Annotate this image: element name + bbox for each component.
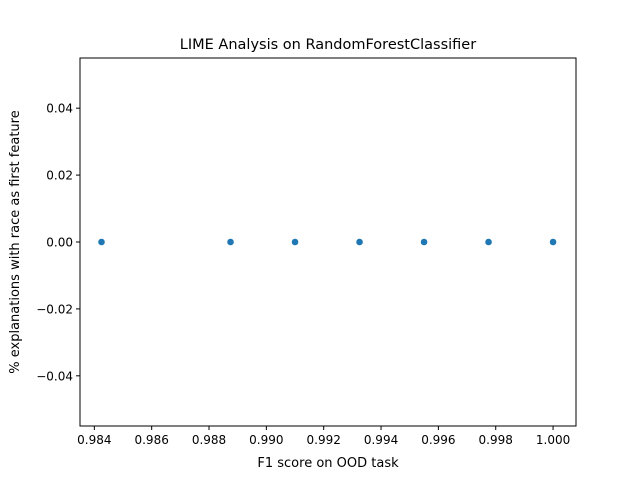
plot-area: 0.984 0.986 0.988 0.990 0.992 0.994 0.996 0.998… [36,102,570,447]
data-point [420,238,428,246]
x-tick-label: 0.988 [192,433,226,447]
x-axis-label: F1 score on OOD task [257,456,399,471]
data-point [291,238,299,246]
data-point [97,238,106,246]
y-axis-label: % explanations with race as first featur… [8,110,23,373]
y-tick-label: 0.02 [46,169,73,183]
x-tick-label: 0.986 [134,433,168,447]
axes-frame [79,57,577,427]
x-tick-label: 0.990 [249,433,283,447]
x-tick-label: 0.996 [421,433,455,447]
y-tick-label: 0.00 [46,236,73,250]
x-tick-label: 0.984 [77,433,111,447]
y-tick-label: −0.04 [36,369,73,383]
x-tick-label: 0.994 [364,433,398,447]
x-tick-label: 0.992 [307,433,341,447]
y-tick-label: 0.04 [46,102,73,116]
data-point [484,238,493,246]
data-point [226,238,235,246]
data-point [355,238,364,246]
y-tick-label: −0.02 [36,302,73,316]
x-tick-label: 0.998 [479,433,513,447]
x-tick-label: 1.000 [536,433,570,447]
chart-title: LIME Analysis on RandomForestClassifier [180,37,476,53]
data-point [549,238,557,246]
